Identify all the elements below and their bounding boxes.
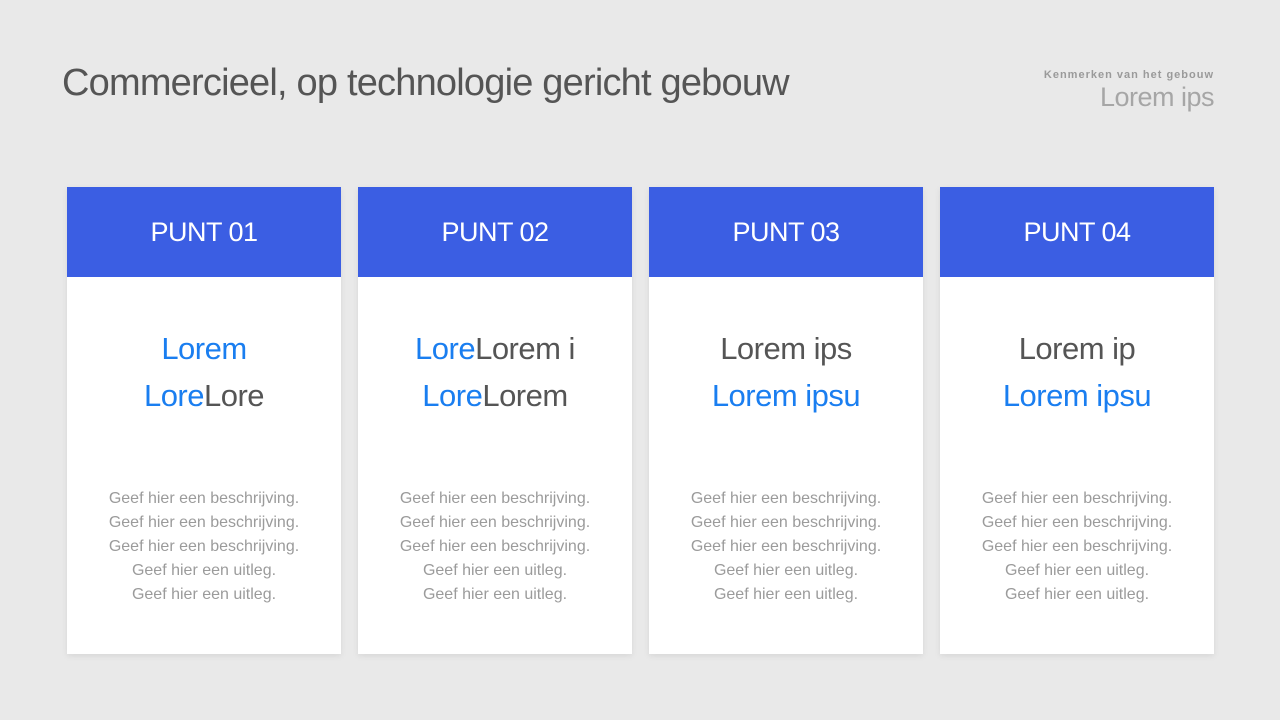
card-description: Geef hier een beschrijving. Geef hier een… (67, 487, 341, 607)
card-heading: Lorem LoreLore (67, 325, 341, 419)
card-heading-line: Lorem ipsu (649, 372, 923, 419)
card-heading-segment: Lorem ip (1018, 331, 1136, 366)
card-header: PUNT 01 (67, 187, 341, 277)
card-heading-segment: Lore (415, 331, 476, 366)
card-label: PUNT 02 (441, 216, 549, 247)
description-line: Geef hier een beschrijving. (108, 490, 300, 507)
description-line: Geef hier een beschrijving. (981, 514, 1173, 531)
card-heading-segment: Lore (422, 378, 483, 413)
section-label: Lorem ips (1099, 82, 1215, 112)
description-line: Geef hier een beschrijving. (108, 538, 300, 555)
card-heading-line: Lorem ips (649, 325, 923, 372)
card-heading-segment: Lorem i (475, 331, 575, 366)
card-label: PUNT 03 (732, 216, 840, 247)
card-heading: Lorem ips Lorem ipsu (649, 325, 923, 419)
card-heading-segment: Lore (204, 378, 265, 413)
card-heading-line: LoreLore (67, 372, 341, 419)
description-line: Geef hier een uitleg. (713, 586, 859, 603)
point-card: PUNT 03 Lorem ips Lorem ipsu Geef hier ee… (649, 187, 923, 654)
description-line: Geef hier een beschrijving. (981, 490, 1173, 507)
card-heading: Lorem ip Lorem ipsu (940, 325, 1214, 419)
description-line: Geef hier een uitleg. (131, 562, 277, 579)
card-header: PUNT 03 (649, 187, 923, 277)
point-card: PUNT 04 Lorem ip Lorem ipsu Geef hier een… (940, 187, 1214, 654)
card-heading-line: Lorem ipsu (940, 372, 1214, 419)
card-heading-segment: Lore (143, 378, 205, 413)
card-description: Geef hier een beschrijving. Geef hier een… (358, 487, 632, 607)
card-heading: LoreLorem i LoreLorem (358, 325, 632, 419)
section-subtitle: Kenmerken van het gebouw (1043, 69, 1214, 81)
description-line: Geef hier een uitleg. (131, 586, 277, 603)
page-title: Commercieel, op technologie gericht gebo… (62, 62, 790, 104)
description-line: Geef hier een uitleg. (713, 562, 859, 579)
description-line: Geef hier een beschrijving. (108, 514, 300, 531)
card-header: PUNT 04 (940, 187, 1214, 277)
card-header: PUNT 02 (358, 187, 632, 277)
card-heading-line: Lorem ip (940, 325, 1214, 372)
description-line: Geef hier een uitleg. (422, 562, 568, 579)
card-heading-segment: Lorem ipsu (711, 378, 861, 413)
card-label: PUNT 01 (150, 216, 258, 247)
card-heading-segment: Lorem (482, 378, 568, 413)
description-line: Geef hier een uitleg. (1004, 562, 1150, 579)
card-heading-line: LoreLorem (358, 372, 632, 419)
card-heading-line: LoreLorem i (358, 325, 632, 372)
description-line: Geef hier een beschrijving. (981, 538, 1173, 555)
card-label: PUNT 04 (1023, 216, 1131, 247)
description-line: Geef hier een uitleg. (422, 586, 568, 603)
card-heading-line: Lorem (67, 325, 341, 372)
card-heading-segment: Lorem ipsu (1002, 378, 1152, 413)
description-line: Geef hier een beschrijving. (399, 490, 591, 507)
description-line: Geef hier een beschrijving. (399, 538, 591, 555)
card-description: Geef hier een beschrijving. Geef hier een… (649, 487, 923, 607)
card-heading-segment: Lorem (161, 331, 247, 366)
section-tag: Kenmerken van het gebouw Lorem ips (1043, 69, 1215, 113)
description-line: Geef hier een beschrijving. (690, 514, 882, 531)
description-line: Geef hier een beschrijving. (399, 514, 591, 531)
description-line: Geef hier een beschrijving. (690, 490, 882, 507)
description-line: Geef hier een beschrijving. (690, 538, 882, 555)
point-card: PUNT 02 LoreLorem i LoreLorem Geef hier e… (358, 187, 632, 654)
card-heading-segment: Lorem ips (720, 331, 852, 366)
point-card: PUNT 01 Lorem LoreLore Geef hier een besc… (67, 187, 341, 654)
description-line: Geef hier een uitleg. (1004, 586, 1150, 603)
card-description: Geef hier een beschrijving. Geef hier een… (940, 487, 1214, 607)
